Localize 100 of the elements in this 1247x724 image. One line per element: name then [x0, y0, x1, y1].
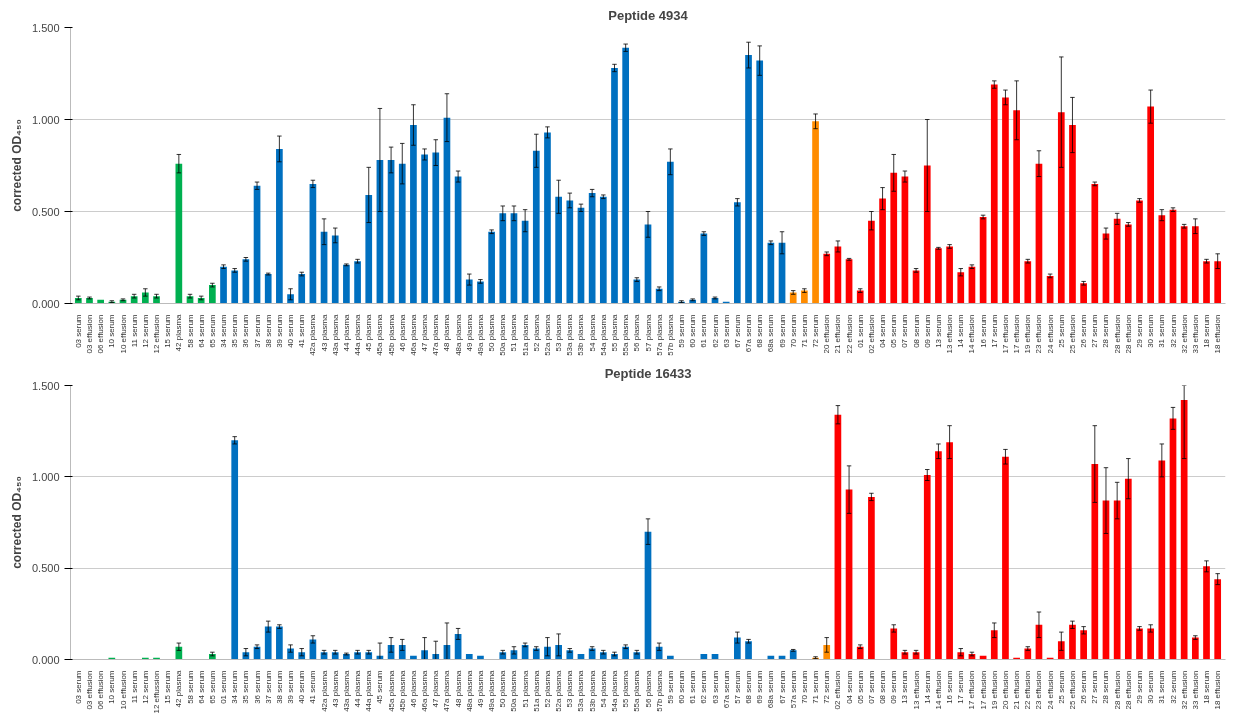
x-tick-label: 12 serum — [140, 314, 150, 348]
x-tick-label: 61 serum — [688, 670, 698, 704]
x-tick-label: 10 serum — [107, 314, 117, 348]
x-tick-label: 02 effusion — [866, 314, 876, 354]
x-tick-label: 68 serum — [755, 314, 765, 348]
x-tick-label: 14 serum — [922, 670, 932, 704]
x-tick-label: 17 effusion — [967, 670, 977, 710]
x-tick-label: 63 serum — [721, 314, 731, 348]
x-tick-label: 71 serum — [811, 670, 821, 704]
x-tick-label: 04 serum — [844, 670, 854, 704]
x-tick-label: 34 serum — [230, 670, 240, 704]
x-tick-label: 02 effusion — [833, 670, 843, 710]
x-tick-label: 28 effusion — [1112, 670, 1122, 710]
x-tick-label: 23 effusion — [1034, 314, 1044, 354]
x-tick-label: 52a plasma — [542, 313, 552, 356]
x-tick-label: 67 serum — [777, 670, 787, 704]
y-tick-label: 1.000 — [31, 113, 60, 126]
x-tick-label: 45b plasma — [397, 669, 407, 712]
x-tick-label: 39 serum — [286, 670, 296, 704]
x-tick-label: 70 serum — [788, 314, 798, 348]
x-tick-label: 15 serum — [163, 314, 173, 348]
x-tick-label: 20 effusion — [822, 314, 832, 354]
x-tick-label: 53 plasma — [565, 669, 575, 708]
x-tick-label: 35 serum — [241, 670, 251, 704]
x-tick-label: 37 serum — [252, 314, 262, 348]
x-tick-label: 57b plasma — [654, 669, 664, 712]
x-tick-label: 14 effusion — [933, 670, 943, 710]
x-tick-label: 54 plasma — [587, 313, 597, 352]
x-tick-label: 28 effusion — [1123, 314, 1133, 354]
x-tick-label: 04 serum — [878, 314, 888, 348]
y-tick-label: 1.500 — [31, 379, 60, 392]
x-tick-label: 24 effusion — [1045, 670, 1055, 710]
x-tick-label: 27 serum — [1090, 314, 1100, 348]
x-tick-label: 10 effusion — [118, 670, 128, 710]
y-axis-title: corrected OD₄₅₀ — [9, 119, 24, 212]
x-tick-label: 16 serum — [978, 314, 988, 348]
x-tick-label: 28 serum — [1101, 314, 1111, 348]
x-tick-label: 45 serum — [375, 670, 385, 704]
x-tick-label: 44 plasma — [341, 313, 351, 352]
x-tick-label: 41 serum — [297, 314, 307, 348]
x-tick-label: 46a plasma — [420, 669, 430, 712]
x-tick-label: 19 effusion — [989, 670, 999, 710]
x-tick-label: 43a plasma — [330, 313, 340, 356]
x-tick-label: 52 plasma — [542, 669, 552, 708]
x-tick-label: 17 serum — [989, 314, 999, 348]
x-tick-label: 05 serum — [855, 670, 865, 704]
x-tick-label: 09 serum — [889, 670, 899, 704]
x-tick-label: 13 serum — [900, 670, 910, 704]
x-tick-label: 22 effusion — [844, 314, 854, 354]
x-tick-label: 34 serum — [219, 314, 229, 348]
x-tick-label: 08 serum — [911, 314, 921, 348]
x-tick-label: 37 serum — [263, 670, 273, 704]
x-tick-label: 32 effusion — [1179, 314, 1189, 354]
x-tick-label: 47 plasma — [431, 669, 441, 708]
x-tick-label: 44a plasma — [364, 669, 374, 712]
x-tick-label: 51a plasma — [520, 313, 530, 356]
x-tick-label: 46a plasma — [408, 313, 418, 356]
x-tick-label: 62 serum — [699, 670, 709, 704]
x-tick-label: 53 plasma — [554, 313, 564, 352]
x-tick-label: 45a plasma — [375, 313, 385, 356]
x-tick-label: 64 serum — [196, 314, 206, 348]
x-tick-label: 06 effusion — [96, 314, 106, 354]
x-tick-label: 51 plasma — [509, 313, 519, 352]
x-tick-label: 53b plasma — [587, 669, 597, 712]
x-tick-label: 46 plasma — [408, 669, 418, 708]
x-tick-label: 06 effusion — [96, 670, 106, 710]
x-tick-label: 18 effusion — [1213, 314, 1223, 354]
x-tick-label: 59 serum — [665, 670, 675, 704]
x-tick-label: 64 serum — [196, 670, 206, 704]
x-tick-label: 71 serum — [799, 314, 809, 348]
x-tick-label: 68 serum — [744, 670, 754, 704]
x-tick-label: 18 effusion — [1213, 670, 1223, 710]
x-tick-label: 10 effusion — [118, 314, 128, 354]
x-tick-label: 18 serum — [1202, 314, 1212, 348]
x-tick-label: 28 serum — [1101, 670, 1111, 704]
x-tick-label: 19 effusion — [1023, 314, 1033, 354]
x-tick-label: 54a plasma — [609, 669, 619, 712]
x-tick-label: 48 plasma — [453, 669, 463, 708]
x-tick-label: 30 serum — [1146, 670, 1156, 704]
x-tick-label: 17 serum — [956, 670, 966, 704]
x-tick-label: 50 plasma — [498, 669, 508, 708]
x-tick-label: 07 serum — [866, 670, 876, 704]
x-tick-label: 53a plasma — [576, 669, 586, 712]
x-tick-label: 49a plasma — [475, 313, 485, 356]
x-tick-label: 32 serum — [1168, 670, 1178, 704]
x-tick-label: 42a plasma — [308, 313, 318, 356]
x-tick-label: 56 plasma — [643, 669, 653, 708]
x-tick-label: 17 effusion — [1000, 314, 1010, 354]
x-tick-label: 42 plasma — [174, 669, 184, 708]
x-tick-label: 69 serum — [755, 670, 765, 704]
x-tick-label: 52a plasma — [554, 669, 564, 712]
x-tick-label: 22 effusion — [1023, 670, 1033, 710]
x-tick-label: 45 plasma — [364, 313, 374, 352]
x-tick-label: 43 plasma — [330, 669, 340, 708]
x-tick-label: 26 serum — [1079, 314, 1089, 348]
x-tick-label: 58 serum — [185, 314, 195, 348]
x-tick-label: 35 serum — [230, 314, 240, 348]
x-tick-label: 68a serum — [766, 670, 776, 709]
x-tick-label: 25 effusion — [1067, 670, 1077, 710]
x-tick-label: 48a plasma — [453, 313, 463, 356]
